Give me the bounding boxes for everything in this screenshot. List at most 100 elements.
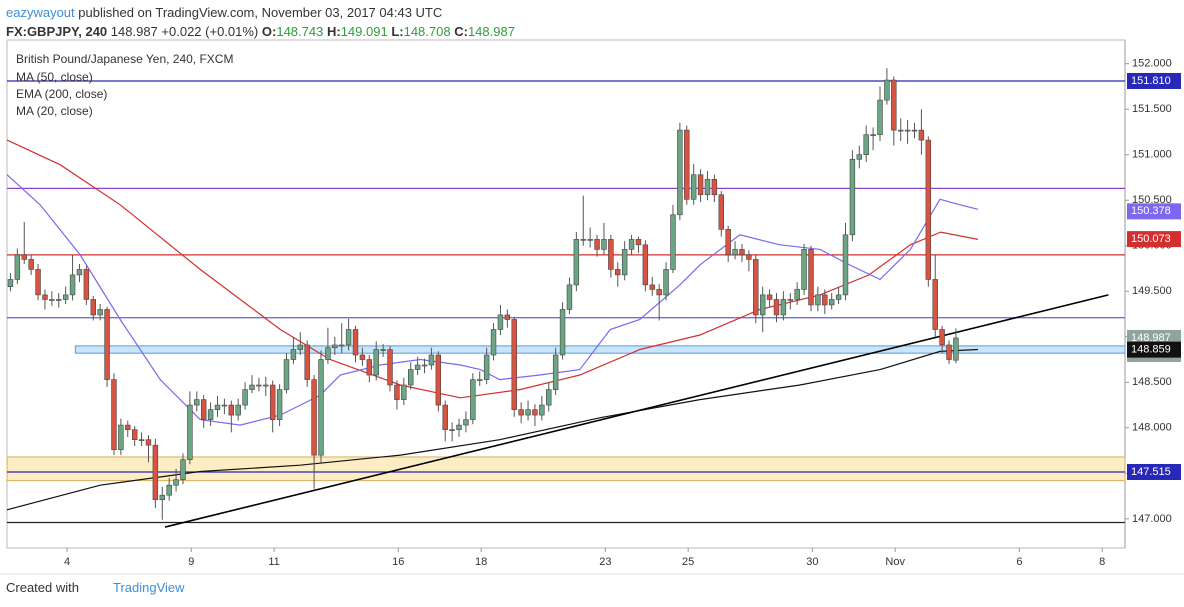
candle-body [704, 178, 711, 196]
candle-body [746, 254, 752, 260]
candle-body [815, 294, 821, 306]
candle-body [345, 329, 352, 346]
legend: British Pound/Japanese Yen, 240, FXCM MA… [16, 52, 233, 118]
plot [6, 68, 1126, 528]
candle-body [732, 249, 738, 256]
candle-body [7, 279, 14, 288]
candle-body [145, 439, 152, 446]
price-tag-label: 148.859 [1131, 344, 1171, 356]
h-label: H: [326, 24, 341, 39]
candle-body [228, 404, 235, 416]
x-tick-label: 23 [599, 556, 611, 568]
price-tag [1127, 72, 1181, 89]
candle-body [290, 349, 297, 360]
candle-body [166, 484, 172, 496]
candle-body [373, 349, 379, 376]
candle-body [601, 239, 607, 250]
candle-body [725, 229, 731, 256]
candle-body [642, 244, 649, 286]
candle-body [891, 79, 897, 131]
candle-body [656, 289, 662, 296]
x-tick-label: 11 [268, 556, 279, 568]
candle-body [552, 354, 559, 390]
candle-body [649, 284, 655, 290]
candle-body [180, 459, 186, 481]
candle-body [490, 329, 497, 356]
candle-body [518, 409, 524, 416]
candle-body [297, 344, 304, 350]
candle-body [387, 349, 393, 386]
candle-body [849, 158, 856, 236]
candle-body [635, 239, 642, 246]
candle-body [684, 129, 690, 200]
candle-body [131, 429, 138, 440]
candle-body [304, 344, 310, 380]
candle-body [221, 404, 228, 407]
candle-body [194, 399, 200, 406]
candle-body [477, 379, 483, 381]
candle-body [35, 269, 41, 296]
candle-body [456, 424, 462, 430]
candle-body [332, 344, 338, 349]
published: published on TradingView.com, November 0… [78, 5, 443, 20]
l-label: L: [391, 24, 404, 39]
candle-body [428, 354, 435, 366]
candle-body [904, 129, 911, 132]
candle-body [125, 424, 131, 430]
candle-body [352, 329, 359, 356]
candle-body [435, 354, 442, 406]
chart-title: British Pound/Japanese Yen, 240, FXCM [16, 52, 233, 66]
candle-body [608, 239, 614, 270]
x-tick-label: 16 [392, 556, 404, 568]
candle-body [442, 404, 448, 430]
candle-body [207, 409, 214, 420]
candle-body [152, 444, 159, 501]
x-tick-label: 8 [1099, 556, 1105, 568]
candle-body [780, 299, 787, 316]
candle-body [394, 384, 400, 400]
candle-body [497, 314, 504, 330]
candle-body [414, 364, 421, 370]
candle-body [283, 359, 290, 390]
quote-line: FX:GBPJPY, 240 148.987 +0.022 (+0.01%) O… [6, 22, 515, 41]
author[interactable]: eazywayout [6, 5, 75, 20]
price-tag-label: 147.515 [1131, 466, 1171, 478]
x-tick-label: 25 [682, 556, 694, 568]
candle-body [835, 294, 842, 300]
legend-entry: MA (50, close) [16, 70, 93, 84]
candle-body [828, 299, 835, 306]
candle-body [525, 409, 531, 416]
y-tick-label: 147.000 [1132, 513, 1172, 525]
candle-body [242, 389, 248, 406]
candle-body [138, 439, 145, 441]
candle-body [946, 344, 952, 360]
o-label: O: [261, 24, 277, 39]
h: 149.091 [340, 24, 388, 39]
header: eazywayout published on TradingView.com,… [6, 3, 515, 41]
candle-body [311, 379, 317, 456]
candle-body [711, 178, 718, 196]
candle-body [870, 134, 876, 136]
candle-body [83, 269, 90, 300]
candle-body [97, 309, 103, 316]
candle-body [470, 379, 476, 420]
price-tag [1127, 463, 1181, 480]
price-tag-label: 151.810 [1131, 75, 1171, 87]
price-tag-label: 150.378 [1131, 205, 1171, 217]
price-tag-label: 148.987 [1131, 332, 1171, 344]
zone [74, 345, 1126, 354]
candle-body [421, 364, 428, 367]
candle-body [276, 389, 283, 420]
footer: Created with TradingView [6, 580, 185, 595]
candle-body [566, 284, 573, 310]
candle-body [663, 269, 669, 296]
candle-body [62, 294, 69, 300]
candle-body [739, 249, 745, 256]
candle-body [759, 294, 766, 316]
brand[interactable]: TradingView [112, 580, 185, 595]
indicator-line [6, 139, 979, 399]
candle-body [773, 299, 780, 316]
candle-body [401, 384, 407, 400]
candle-body [463, 419, 469, 426]
